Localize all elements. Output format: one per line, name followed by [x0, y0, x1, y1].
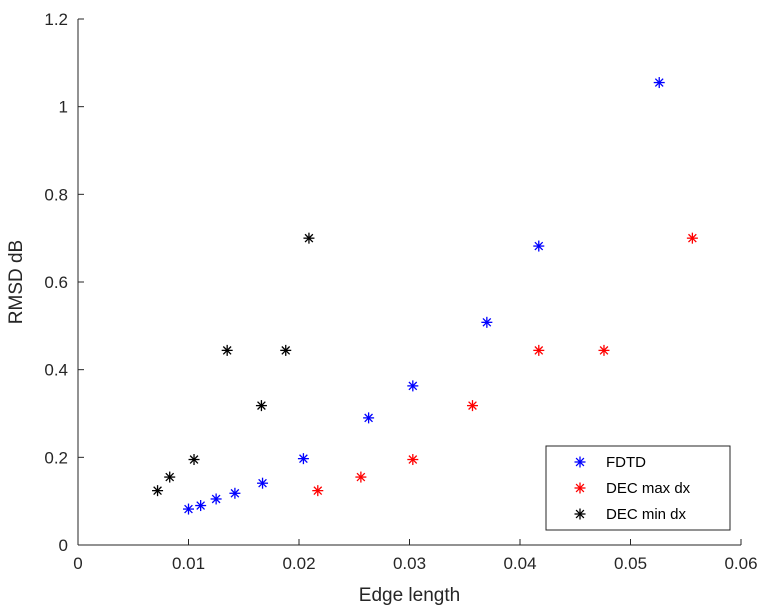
data-point	[257, 477, 269, 489]
data-point	[686, 232, 698, 244]
legend-marker	[574, 482, 586, 494]
data-point	[280, 344, 292, 356]
y-axis-label: RMSD dB	[6, 240, 27, 324]
data-point	[312, 485, 324, 497]
y-tick-label: 0.2	[44, 448, 68, 467]
series-1	[312, 232, 698, 497]
data-point	[195, 500, 207, 512]
y-tick-label: 1.2	[44, 10, 68, 29]
x-tick-label: 0.02	[282, 554, 315, 573]
x-tick-label: 0	[73, 554, 82, 573]
data-points	[152, 77, 698, 515]
data-point	[303, 232, 315, 244]
data-point	[229, 487, 241, 499]
data-point	[407, 380, 419, 392]
y-tick-label: 0.6	[44, 273, 68, 292]
data-point	[533, 344, 545, 356]
data-point	[533, 240, 545, 252]
x-ticks: 0 0.01 0.02 0.03 0.04 0.05 0.06	[73, 539, 758, 573]
data-point	[407, 454, 419, 466]
data-point	[466, 400, 478, 412]
data-point	[481, 316, 493, 328]
data-point	[164, 471, 176, 483]
x-tick-label: 0.01	[172, 554, 205, 573]
data-point	[355, 471, 367, 483]
data-point	[210, 493, 222, 505]
y-ticks: 0 0.2 0.4 0.6 0.8 1 1.2	[44, 10, 84, 555]
data-point	[152, 485, 164, 497]
legend-label: DEC max dx	[606, 480, 691, 497]
x-tick-label: 0.05	[614, 554, 647, 573]
legend-label: DEC min dx	[606, 506, 687, 523]
legend-label: FDTD	[606, 454, 646, 471]
legend: FDTD DEC max dx DEC min dx	[545, 445, 731, 531]
legend-marker	[574, 508, 586, 520]
data-point	[297, 453, 309, 465]
legend-marker	[574, 456, 586, 468]
series-0	[183, 77, 665, 515]
y-tick-label: 0.4	[44, 361, 68, 380]
data-point	[183, 503, 194, 515]
y-tick-label: 0	[59, 536, 68, 555]
data-point	[653, 77, 665, 89]
data-point	[363, 412, 375, 424]
x-tick-label: 0.04	[503, 554, 536, 573]
data-point	[255, 400, 267, 412]
data-point	[221, 344, 233, 356]
x-tick-label: 0.06	[724, 554, 757, 573]
x-tick-label: 0.03	[393, 554, 426, 573]
data-point	[598, 344, 610, 356]
data-point	[188, 454, 200, 466]
y-tick-label: 0.8	[44, 185, 68, 204]
y-tick-label: 1	[59, 98, 68, 117]
series-2	[152, 232, 315, 497]
x-axis-label: Edge length	[359, 585, 460, 606]
